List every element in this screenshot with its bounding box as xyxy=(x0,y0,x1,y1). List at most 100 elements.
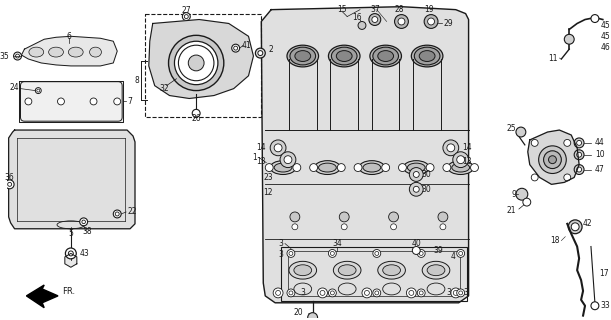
Circle shape xyxy=(438,212,448,222)
Circle shape xyxy=(188,55,204,71)
Circle shape xyxy=(342,224,347,230)
Ellipse shape xyxy=(411,45,443,67)
Circle shape xyxy=(577,167,582,172)
Circle shape xyxy=(564,140,571,146)
Polygon shape xyxy=(65,253,77,267)
Circle shape xyxy=(409,182,423,196)
Text: 1: 1 xyxy=(252,153,257,162)
Circle shape xyxy=(258,51,263,56)
Circle shape xyxy=(531,140,538,146)
Ellipse shape xyxy=(448,161,474,174)
Text: 14: 14 xyxy=(463,143,472,152)
Circle shape xyxy=(382,164,390,172)
Ellipse shape xyxy=(290,47,316,65)
Circle shape xyxy=(115,212,119,216)
Text: 35: 35 xyxy=(0,52,9,60)
Ellipse shape xyxy=(359,161,385,174)
Ellipse shape xyxy=(294,265,312,276)
Circle shape xyxy=(182,12,190,20)
Polygon shape xyxy=(149,20,254,99)
Text: 12: 12 xyxy=(264,188,273,197)
Circle shape xyxy=(362,288,372,298)
Text: FR.: FR. xyxy=(62,287,75,296)
Circle shape xyxy=(443,140,459,156)
Circle shape xyxy=(65,248,76,259)
Circle shape xyxy=(280,152,296,168)
Text: 45: 45 xyxy=(601,21,610,30)
Text: 13: 13 xyxy=(257,157,266,166)
Ellipse shape xyxy=(419,51,435,61)
Text: 26: 26 xyxy=(191,114,201,123)
Text: 6: 6 xyxy=(67,32,71,41)
Text: 44: 44 xyxy=(595,138,605,148)
Circle shape xyxy=(375,252,379,255)
Circle shape xyxy=(398,164,406,172)
Ellipse shape xyxy=(334,261,361,279)
Circle shape xyxy=(178,45,214,81)
Text: 29: 29 xyxy=(444,19,453,28)
Polygon shape xyxy=(262,7,469,303)
Ellipse shape xyxy=(315,161,340,174)
Circle shape xyxy=(523,198,531,206)
Circle shape xyxy=(453,152,469,168)
Text: 28: 28 xyxy=(395,5,404,14)
Text: 37: 37 xyxy=(370,5,379,14)
Circle shape xyxy=(375,291,379,295)
Circle shape xyxy=(574,138,584,148)
Text: 45: 45 xyxy=(601,32,610,41)
Circle shape xyxy=(591,15,599,22)
Circle shape xyxy=(372,17,378,22)
Text: 16: 16 xyxy=(352,13,362,22)
Circle shape xyxy=(516,188,528,200)
Circle shape xyxy=(453,291,458,295)
Circle shape xyxy=(428,18,434,25)
Ellipse shape xyxy=(378,51,393,61)
Ellipse shape xyxy=(427,265,445,276)
Circle shape xyxy=(308,313,318,320)
Circle shape xyxy=(169,35,224,91)
Circle shape xyxy=(68,251,73,256)
Text: 3: 3 xyxy=(278,250,283,259)
Text: 3: 3 xyxy=(463,288,468,297)
Circle shape xyxy=(15,54,20,58)
Circle shape xyxy=(329,289,336,297)
Ellipse shape xyxy=(338,265,356,276)
Circle shape xyxy=(457,289,464,297)
Circle shape xyxy=(390,224,397,230)
Text: 5: 5 xyxy=(68,229,73,238)
Text: 47: 47 xyxy=(595,165,605,174)
Ellipse shape xyxy=(49,47,64,57)
Circle shape xyxy=(293,164,301,172)
Circle shape xyxy=(337,164,345,172)
Ellipse shape xyxy=(378,261,406,279)
Ellipse shape xyxy=(90,47,101,57)
Ellipse shape xyxy=(403,161,429,174)
Text: 34: 34 xyxy=(332,239,342,248)
Circle shape xyxy=(329,250,336,257)
Text: 24: 24 xyxy=(10,83,20,92)
Circle shape xyxy=(331,252,334,255)
Circle shape xyxy=(447,144,455,152)
Ellipse shape xyxy=(287,45,318,67)
Ellipse shape xyxy=(363,163,381,172)
Text: 4: 4 xyxy=(451,252,456,261)
Circle shape xyxy=(265,164,273,172)
Text: 30: 30 xyxy=(421,185,431,194)
Circle shape xyxy=(398,18,405,25)
Text: 33: 33 xyxy=(601,301,610,310)
Circle shape xyxy=(358,21,366,29)
Circle shape xyxy=(232,44,240,52)
Circle shape xyxy=(389,212,398,222)
Circle shape xyxy=(577,152,582,157)
Circle shape xyxy=(274,144,282,152)
Text: 2: 2 xyxy=(268,44,273,54)
Circle shape xyxy=(175,41,218,85)
Circle shape xyxy=(270,140,286,156)
Circle shape xyxy=(531,174,538,181)
Text: 42: 42 xyxy=(583,219,593,228)
Text: 7: 7 xyxy=(127,97,132,106)
Text: 39: 39 xyxy=(433,246,443,255)
Circle shape xyxy=(233,46,238,50)
Ellipse shape xyxy=(289,261,316,279)
Polygon shape xyxy=(528,130,579,184)
